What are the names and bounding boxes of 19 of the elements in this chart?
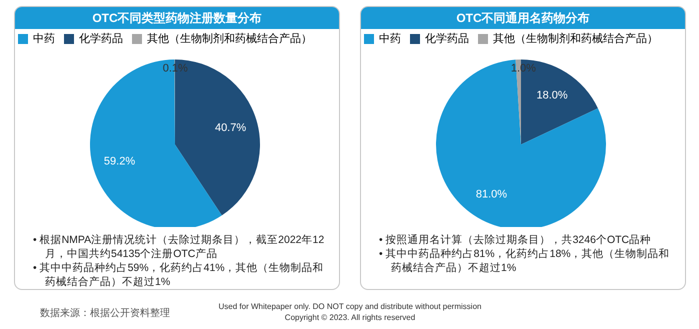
legend-label: 化学药品 bbox=[79, 32, 123, 45]
text: • 其中中药品种约占59%，化药约占41%，其他（生物制品和药械结合产品）不超过1% bbox=[33, 261, 325, 289]
legend-label: 化学药品 bbox=[425, 32, 469, 45]
data-label: 40.7% bbox=[214, 122, 246, 134]
text: • 按照通用名计算（去除过期条目），共3246个OTC品种 bbox=[379, 233, 652, 247]
data-label: 18.0% bbox=[536, 90, 568, 102]
text: Used for Whitepaper only. DO NOT copy and distribute without permission bbox=[218, 301, 482, 312]
text: • 根据NMPA注册情况统计（去除过期条目），截至2022年12月，中国共约54135个注册OTC产品 bbox=[33, 233, 326, 261]
data-label: 59.2% bbox=[104, 155, 136, 168]
legend-label: 中药 bbox=[33, 32, 55, 45]
data-label: 81.0% bbox=[476, 188, 508, 200]
legend-label: 其他（生物制剂和药械结合产品） bbox=[493, 32, 658, 45]
chart-title: OTC不同类型药物注册数量分布 bbox=[15, 7, 339, 29]
legend-label: 中药 bbox=[379, 32, 401, 45]
text: • 其中中药品种约占81%，化药约占18%，其他（生物制品和药械结合产品）不超过1% bbox=[379, 247, 671, 275]
chart-title: OTC不同通用名药物分布 bbox=[361, 7, 685, 29]
source-note: 数据来源：根据公开资料整理 bbox=[40, 306, 170, 320]
text: Copyright © 2023. All rights reserved bbox=[284, 312, 416, 323]
legend-label: 其他（生物制剂和药械结合产品） bbox=[147, 32, 312, 45]
